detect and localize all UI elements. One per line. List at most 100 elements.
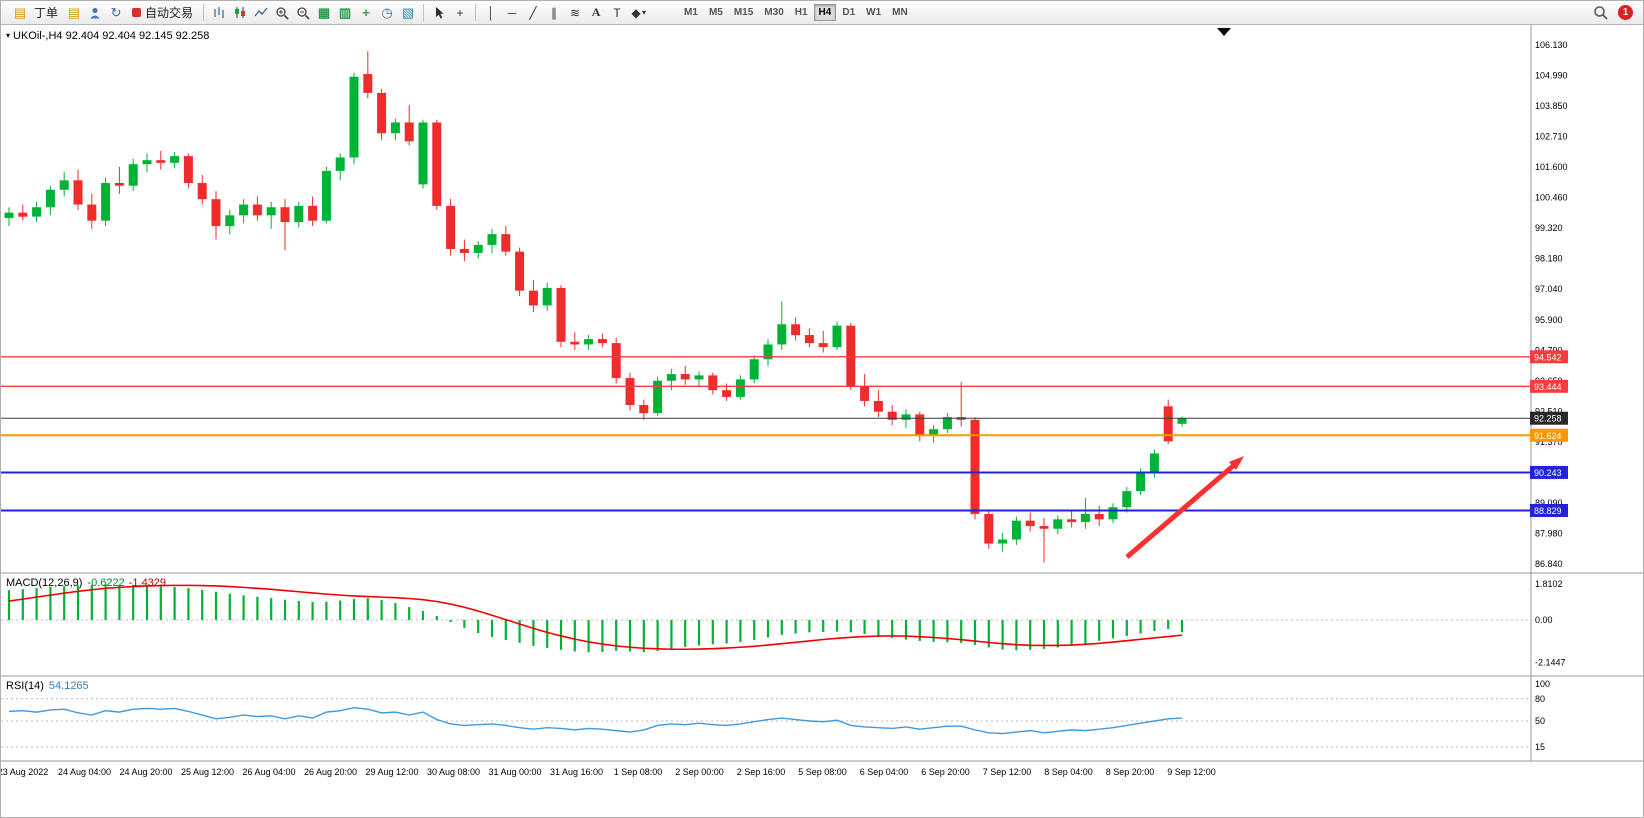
timeframe-w1[interactable]: W1 xyxy=(861,4,886,21)
profile-icon[interactable] xyxy=(85,3,105,23)
timeframe-h1[interactable]: H1 xyxy=(790,4,813,21)
search-icon[interactable] xyxy=(1590,3,1610,23)
svg-text:29 Aug 12:00: 29 Aug 12:00 xyxy=(365,767,418,777)
svg-text:92.258: 92.258 xyxy=(1534,414,1562,424)
candles xyxy=(4,51,1187,563)
svg-text:99.320: 99.320 xyxy=(1535,223,1563,233)
indicators-icon[interactable]: + xyxy=(362,5,370,20)
autotrading-button[interactable]: 自动交易 xyxy=(127,3,198,23)
shapes-icon[interactable]: ◆ ▾ xyxy=(628,3,648,23)
template-icon[interactable]: ▧ xyxy=(401,4,415,20)
text-tool-icon[interactable]: A xyxy=(591,5,601,19)
autotrading-icon xyxy=(132,8,142,17)
timeframe-m5[interactable]: M5 xyxy=(704,4,728,21)
svg-text:80: 80 xyxy=(1535,694,1545,704)
fibonacci-icon[interactable]: ≋ xyxy=(570,5,581,20)
svg-text:30 Aug 08:00: 30 Aug 08:00 xyxy=(427,767,480,777)
autotrading-label: 自动交易 xyxy=(145,6,194,20)
svg-text:8 Sep 04:00: 8 Sep 04:00 xyxy=(1044,767,1093,777)
svg-text:95.900: 95.900 xyxy=(1535,315,1563,325)
svg-text:0.00: 0.00 xyxy=(1535,615,1553,625)
svg-text:89.090: 89.090 xyxy=(1535,498,1563,508)
svg-text:6 Sep 20:00: 6 Sep 20:00 xyxy=(921,767,970,777)
bar-chart-icon[interactable] xyxy=(209,3,229,23)
svg-text:7 Sep 12:00: 7 Sep 12:00 xyxy=(983,767,1032,777)
svg-text:100.460: 100.460 xyxy=(1535,193,1568,203)
svg-text:23 Aug 2022: 23 Aug 2022 xyxy=(1,767,48,777)
horizontal-level-lines[interactable] xyxy=(1,356,1531,512)
panel-separators[interactable] xyxy=(1,25,1644,762)
svg-text:100: 100 xyxy=(1535,679,1550,689)
svg-text:104.990: 104.990 xyxy=(1535,71,1568,81)
refresh-icon[interactable]: ↻ xyxy=(110,4,122,20)
chart-canvas[interactable]: 106.130 104.990 103.850 102.710 101.600 100.4… xyxy=(1,25,1644,818)
svg-text:26 Aug 04:00: 26 Aug 04:00 xyxy=(242,767,295,777)
zoom-out-icon[interactable] xyxy=(293,3,313,23)
svg-text:15: 15 xyxy=(1535,742,1545,752)
svg-text:1.8102: 1.8102 xyxy=(1535,579,1563,589)
zoom-in-icon[interactable] xyxy=(272,3,292,23)
svg-text:101.600: 101.600 xyxy=(1535,162,1568,172)
svg-text:88.829: 88.829 xyxy=(1534,506,1562,516)
order-icon: ▤ xyxy=(13,4,27,20)
new-order-button[interactable]: ▤ 丁单 xyxy=(5,3,63,23)
timeframe-toolbar: M1 M5 M15 M30 H1 H4 D1 W1 MN xyxy=(679,4,913,21)
time-axis: 23 Aug 2022 24 Aug 04:00 24 Aug 20:00 25 Au… xyxy=(1,767,1216,777)
rsi-panel: 100 80 50 15 xyxy=(1,679,1550,752)
svg-text:87.980: 87.980 xyxy=(1535,528,1563,538)
horizontal-line-icon[interactable]: ─ xyxy=(507,5,517,20)
timeframe-m30[interactable]: M30 xyxy=(759,4,788,21)
svg-text:6 Sep 04:00: 6 Sep 04:00 xyxy=(860,767,909,777)
chart-area: 106.130 104.990 103.850 102.710 101.600 100.4… xyxy=(1,25,1644,818)
period-clock-icon[interactable]: ◷ xyxy=(381,4,393,20)
vertical-line-icon[interactable]: │ xyxy=(487,5,495,20)
svg-text:31 Aug 00:00: 31 Aug 00:00 xyxy=(488,767,541,777)
svg-text:91.370: 91.370 xyxy=(1535,437,1563,447)
toolbar-separator xyxy=(423,4,425,21)
svg-text:31 Aug 16:00: 31 Aug 16:00 xyxy=(550,767,603,777)
svg-text:93.444: 93.444 xyxy=(1534,382,1562,392)
svg-text:26 Aug 20:00: 26 Aug 20:00 xyxy=(304,767,357,777)
timeframe-m15[interactable]: M15 xyxy=(729,4,758,21)
shape-glyph-icon: ◆ xyxy=(631,5,641,20)
tile-windows-icon[interactable]: ▦ xyxy=(317,4,331,20)
svg-text:103.850: 103.850 xyxy=(1535,101,1568,111)
chart-shift-marker-icon[interactable] xyxy=(1217,28,1231,36)
macd-signal-line xyxy=(8,584,1183,651)
trendline-icon[interactable]: ╱ xyxy=(529,5,537,20)
svg-text:1 Sep 08:00: 1 Sep 08:00 xyxy=(614,767,663,777)
timeframe-mn[interactable]: MN xyxy=(887,4,913,21)
new-order-label: 丁单 xyxy=(34,6,59,20)
notification-badge[interactable]: 1 xyxy=(1618,5,1633,20)
svg-text:92.510: 92.510 xyxy=(1535,406,1563,416)
crosshair-icon[interactable]: + xyxy=(456,5,464,20)
cursor-icon[interactable] xyxy=(429,3,449,23)
svg-text:50: 50 xyxy=(1535,716,1545,726)
svg-text:97.040: 97.040 xyxy=(1535,284,1563,294)
svg-text:9 Sep 12:00: 9 Sep 12:00 xyxy=(1167,767,1216,777)
trend-arrow[interactable] xyxy=(1125,456,1244,559)
svg-text:2 Sep 00:00: 2 Sep 00:00 xyxy=(675,767,724,777)
toolbar-separator xyxy=(475,4,477,21)
svg-text:98.180: 98.180 xyxy=(1535,254,1563,264)
new-chart-icon[interactable]: ▤ xyxy=(67,4,81,20)
line-chart-icon[interactable] xyxy=(251,3,271,23)
svg-text:90.243: 90.243 xyxy=(1534,468,1562,478)
timeframe-m1[interactable]: M1 xyxy=(679,4,703,21)
rsi-line xyxy=(8,706,1183,735)
svg-text:86.840: 86.840 xyxy=(1535,559,1563,569)
timeframe-d1[interactable]: D1 xyxy=(837,4,860,21)
toolbar-right-group: 1 xyxy=(1590,3,1633,23)
price-axis: 106.130 104.990 103.850 102.710 101.600 100.4… xyxy=(1535,40,1568,569)
toolbar: ▤ 丁单 ▤ ↻ 自动交易 ▦ ▥ + ◷ ▧ xyxy=(1,1,1643,25)
svg-text:24 Aug 04:00: 24 Aug 04:00 xyxy=(58,767,111,777)
candlestick-icon[interactable] xyxy=(230,3,250,23)
svg-text:25 Aug 12:00: 25 Aug 12:00 xyxy=(181,767,234,777)
toolbar-separator xyxy=(203,4,205,21)
svg-text:24 Aug 20:00: 24 Aug 20:00 xyxy=(119,767,172,777)
cascade-windows-icon[interactable]: ▥ xyxy=(338,4,352,20)
timeframe-h4[interactable]: H4 xyxy=(813,4,837,21)
channel-icon[interactable]: ∥ xyxy=(551,5,558,20)
label-tool-icon[interactable]: T xyxy=(613,5,621,20)
